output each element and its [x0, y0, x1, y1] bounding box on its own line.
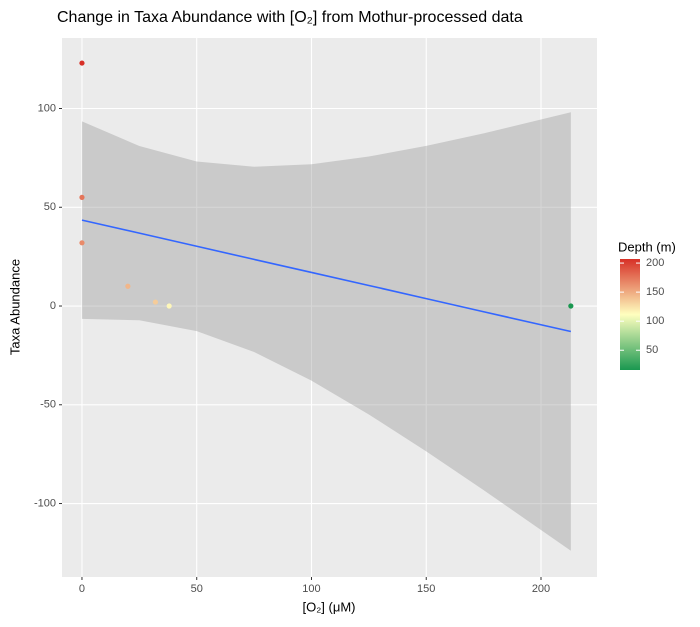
point — [568, 303, 574, 309]
point — [79, 194, 85, 200]
point — [79, 60, 85, 66]
x-tick-label: 100 — [302, 583, 320, 595]
x-axis-label: [O₂] (μM) — [303, 599, 356, 614]
point — [152, 299, 159, 305]
colorbar-label: 150 — [646, 286, 664, 298]
x-tick-label: 150 — [417, 583, 435, 595]
point — [125, 283, 131, 289]
plot-background — [62, 38, 597, 577]
fit-line — [81, 219, 572, 333]
chart-title: Change in Taxa Abundance with [O₂] from … — [57, 9, 523, 26]
colorbar-label: 200 — [646, 257, 664, 269]
point — [166, 303, 172, 309]
legend-title: Depth (m) — [618, 239, 676, 254]
colorbar — [620, 259, 640, 370]
x-tick-label: 0 — [79, 583, 85, 595]
x-tick-label: 200 — [532, 583, 550, 595]
colorbar-label: 50 — [646, 344, 658, 356]
point — [79, 240, 85, 246]
x-tick-label: 50 — [191, 583, 203, 595]
y-axis-label: Taxa Abundance — [7, 259, 22, 355]
colorbar-label: 100 — [646, 315, 664, 327]
y-tick-label: 0 — [50, 300, 56, 312]
confidence-band — [81, 112, 571, 551]
y-tick-label: 50 — [44, 201, 56, 213]
y-tick-label: -50 — [40, 399, 56, 411]
y-tick-label: 100 — [38, 102, 56, 114]
y-tick-label: -100 — [34, 497, 56, 509]
